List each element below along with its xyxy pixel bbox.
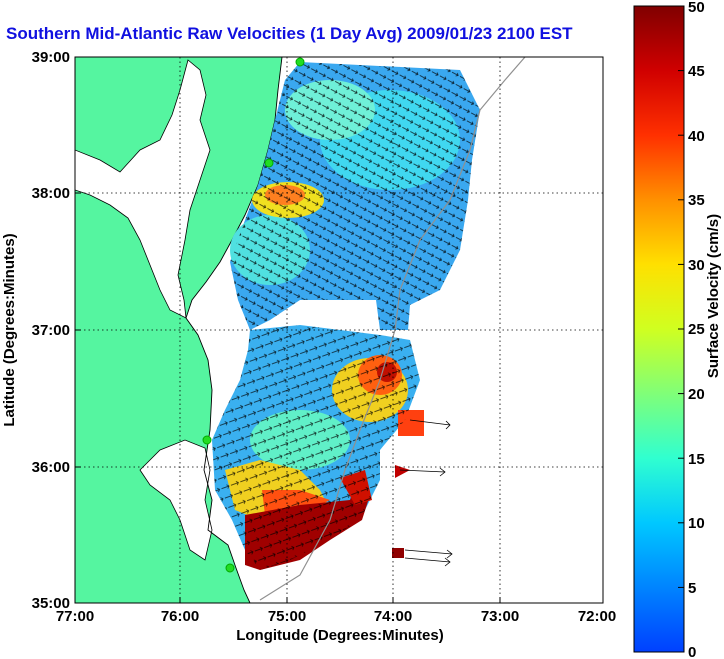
colorbar-tick: 45 (688, 63, 705, 80)
y-tick-label: 37:00 (32, 322, 70, 339)
x-tick-label: 77:00 (56, 608, 94, 625)
y-tick-label: 35:00 (32, 595, 70, 612)
colorbar-tick: 35 (688, 192, 705, 209)
map-title: Southern Mid-Atlantic Raw Velocities (1 … (6, 24, 573, 43)
colorbar-tick: 40 (688, 128, 705, 145)
colorbar-tick: 50 (688, 0, 705, 16)
x-axis-label: Longitude (Degrees:Minutes) (236, 627, 444, 644)
colorbar-tick: 20 (688, 386, 705, 403)
pamlico-sound (139, 439, 213, 561)
y-axis-label: Latitude (Degrees:Minutes) (1, 233, 18, 426)
y-axis-ticks: 39:00 38:00 37:00 36:00 35:00 (32, 49, 70, 612)
y-tick-label: 38:00 (32, 185, 70, 202)
x-tick-label: 74:00 (374, 608, 412, 625)
x-tick-label: 76:00 (161, 608, 199, 625)
chesapeake-bay (75, 59, 211, 319)
x-tick-label: 73:00 (481, 608, 519, 625)
x-axis-ticks: 77:00 76:00 75:00 74:00 73:00 72:00 (56, 608, 616, 625)
colorbar-tick: 30 (688, 257, 705, 274)
x-tick-label: 72:00 (578, 608, 616, 625)
colorbar-gradient (633, 5, 685, 653)
colorbar-tick: 15 (688, 451, 705, 468)
colorbar: 0 5 10 15 20 25 30 35 40 45 50 Surface V… (633, 0, 722, 659)
colorbar-tick: 5 (688, 580, 696, 597)
y-tick-label: 36:00 (32, 459, 70, 476)
x-tick-label: 75:00 (268, 608, 306, 625)
colorbar-tick: 10 (688, 515, 705, 532)
colorbar-tick: 0 (688, 644, 696, 659)
colorbar-label: Surface Velocity (cm/s) (705, 214, 722, 378)
colorbar-tick: 25 (688, 321, 705, 338)
radar-station-markers (202, 57, 305, 573)
y-tick-label: 39:00 (32, 49, 70, 66)
